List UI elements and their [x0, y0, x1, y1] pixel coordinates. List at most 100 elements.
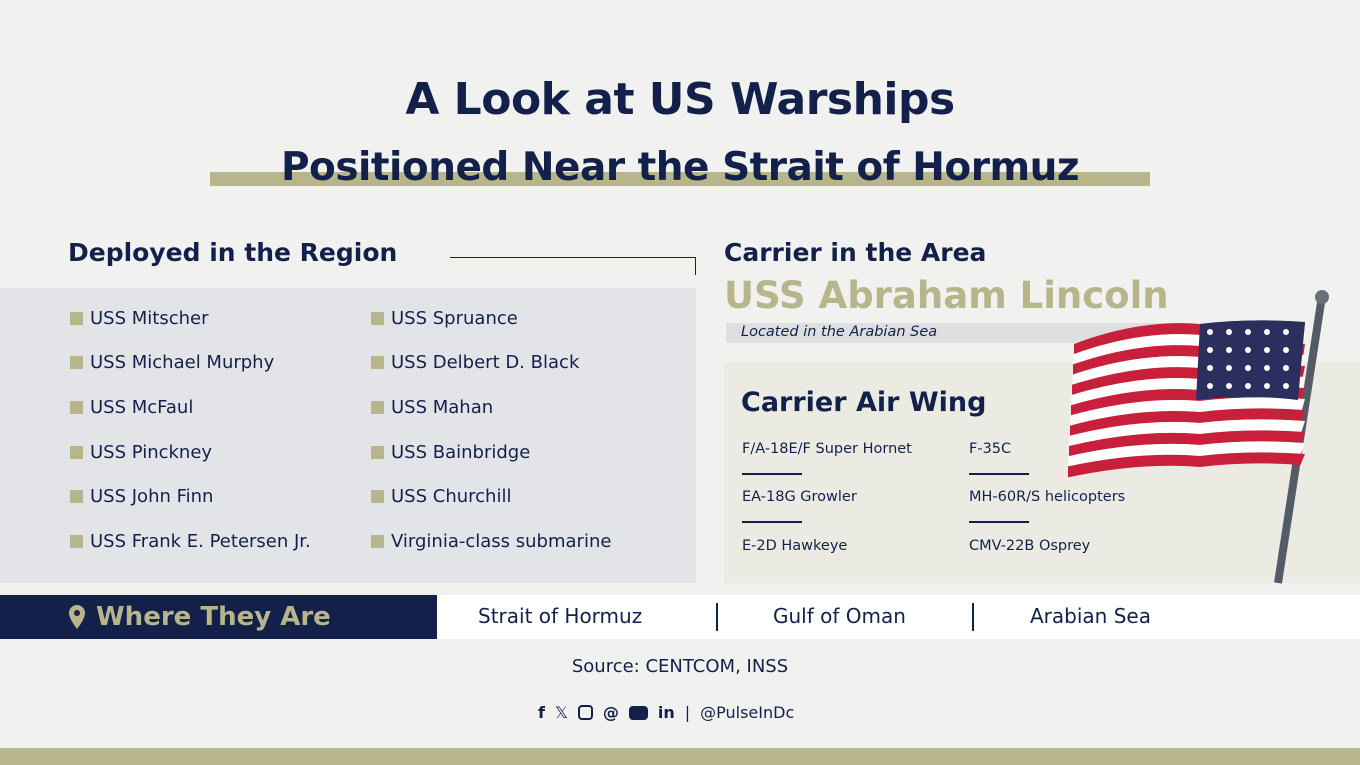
flag-star — [1283, 329, 1289, 335]
bullet-square-icon — [371, 490, 384, 503]
flag-stripe — [1070, 408, 1305, 437]
flag-star — [1264, 365, 1270, 371]
ship-item: USS Delbert D. Black — [371, 352, 579, 373]
ship-name: USS Michael Murphy — [90, 352, 275, 373]
facebook-icon[interactable]: f — [538, 703, 545, 722]
aircraft-item: CMV-22B Osprey — [969, 538, 1091, 554]
ship-item: USS Frank E. Petersen Jr. — [70, 531, 311, 552]
flag-star — [1283, 365, 1289, 371]
ship-name: USS Pinckney — [90, 442, 213, 463]
where-label-box: Where They Are — [0, 595, 437, 639]
ship-name: USS Frank E. Petersen Jr. — [90, 531, 311, 552]
aircraft-item: F-35C — [969, 441, 1012, 457]
flag-star — [1264, 347, 1270, 353]
ship-item: USS McFaul — [70, 397, 193, 418]
bullet-square-icon — [70, 490, 83, 503]
ship-name: USS Spruance — [391, 308, 518, 329]
location-gulf-of-oman: Gulf of Oman — [773, 604, 906, 628]
ship-item: USS Pinckney — [70, 442, 212, 463]
ship-name: USS Delbert D. Black — [391, 352, 580, 373]
flag-star — [1283, 347, 1289, 353]
flag-star — [1207, 383, 1213, 389]
flag-star — [1245, 329, 1251, 335]
flag-star — [1264, 383, 1270, 389]
flag-star — [1226, 383, 1232, 389]
aircraft-item: E-2D Hawkeye — [742, 538, 848, 554]
threads-icon[interactable]: @ — [602, 703, 619, 722]
ship-item: USS Bainbridge — [371, 442, 530, 463]
divider — [742, 473, 802, 475]
bullet-square-icon — [371, 535, 384, 548]
ship-item: USS John Finn — [70, 486, 213, 507]
bullet-square-icon — [70, 401, 83, 414]
flag-star — [1226, 329, 1232, 335]
instagram-icon[interactable] — [577, 705, 593, 720]
ship-item: USS Mahan — [371, 397, 493, 418]
flag-stripe — [1068, 452, 1305, 478]
bottom-bar — [0, 748, 1360, 765]
aircraft-item: MH-60R/S helicopters — [969, 489, 1126, 505]
ship-name: USS John Finn — [90, 486, 214, 507]
linkedin-icon[interactable]: in — [657, 703, 675, 722]
ship-name: USS McFaul — [90, 397, 194, 418]
x-icon[interactable]: 𝕏 — [554, 703, 568, 722]
flag-star — [1245, 383, 1251, 389]
deployed-heading: Deployed in the Region — [68, 238, 398, 267]
ship-item: USS Spruance — [371, 308, 518, 329]
page-title: A Look at US Warships — [405, 74, 955, 125]
air-wing-heading: Carrier Air Wing — [741, 387, 987, 418]
ship-name: USS Mitscher — [90, 308, 209, 329]
bullet-square-icon — [371, 312, 384, 325]
title-underline — [210, 172, 1150, 186]
ship-name: Virginia-class submarine — [391, 531, 612, 552]
bullet-square-icon — [70, 446, 83, 459]
flag-star — [1226, 365, 1232, 371]
heading-rule-tick — [695, 257, 696, 275]
flag-stripe — [1068, 441, 1305, 468]
source-text: Source: CENTCOM, INSS — [571, 656, 789, 677]
flag-stripe — [1069, 430, 1305, 457]
flag-star — [1207, 365, 1213, 371]
location-bar — [726, 323, 1186, 343]
flag-star — [1283, 383, 1289, 389]
flag-stripe — [1070, 397, 1305, 427]
ship-name: USS Mahan — [391, 397, 494, 418]
flag-star — [1264, 329, 1270, 335]
separator — [716, 603, 718, 631]
ship-name: USS Bainbridge — [391, 442, 531, 463]
flag-stripe — [1069, 419, 1305, 447]
map-pin-icon — [69, 605, 85, 629]
bullet-square-icon — [70, 535, 83, 548]
carrier-name: USS Abraham Lincoln — [724, 274, 1169, 317]
divider — [742, 521, 802, 523]
bullet-square-icon — [371, 446, 384, 459]
bullet-square-icon — [371, 356, 384, 369]
ship-item: USS Michael Murphy — [70, 352, 274, 373]
divider — [969, 521, 1029, 523]
flag-star — [1226, 347, 1232, 353]
us-flag-icon — [1068, 290, 1329, 584]
location-arabian-sea: Arabian Sea — [1030, 604, 1151, 628]
page-subtitle: Positioned Near the Strait of Hormuz — [280, 145, 1080, 190]
bullet-square-icon — [70, 356, 83, 369]
deployed-panel — [0, 288, 696, 583]
ship-item: USS Churchill — [371, 486, 511, 507]
carrier-heading: Carrier in the Area — [724, 238, 987, 267]
flag-star — [1207, 329, 1213, 335]
social-bar: f 𝕏 @ in | @PulseInDc — [538, 703, 795, 722]
bullet-square-icon — [371, 401, 384, 414]
social-handle: @PulseInDc — [700, 703, 795, 722]
ship-item: USS Mitscher — [70, 308, 209, 329]
bullet-square-icon — [70, 312, 83, 325]
flag-star — [1245, 347, 1251, 353]
aircraft-item: EA-18G Growler — [742, 489, 857, 505]
youtube-icon[interactable] — [628, 705, 648, 720]
ship-name: USS Churchill — [391, 486, 512, 507]
flag-star — [1245, 365, 1251, 371]
heading-rule — [450, 257, 696, 258]
aircraft-item: F/A-18E/F Super Hornet — [742, 441, 912, 457]
flag-star — [1207, 347, 1213, 353]
carrier-location: Located in the Arabian Sea — [741, 324, 938, 340]
where-label: Where They Are — [96, 602, 331, 632]
ship-item: Virginia-class submarine — [371, 531, 611, 552]
